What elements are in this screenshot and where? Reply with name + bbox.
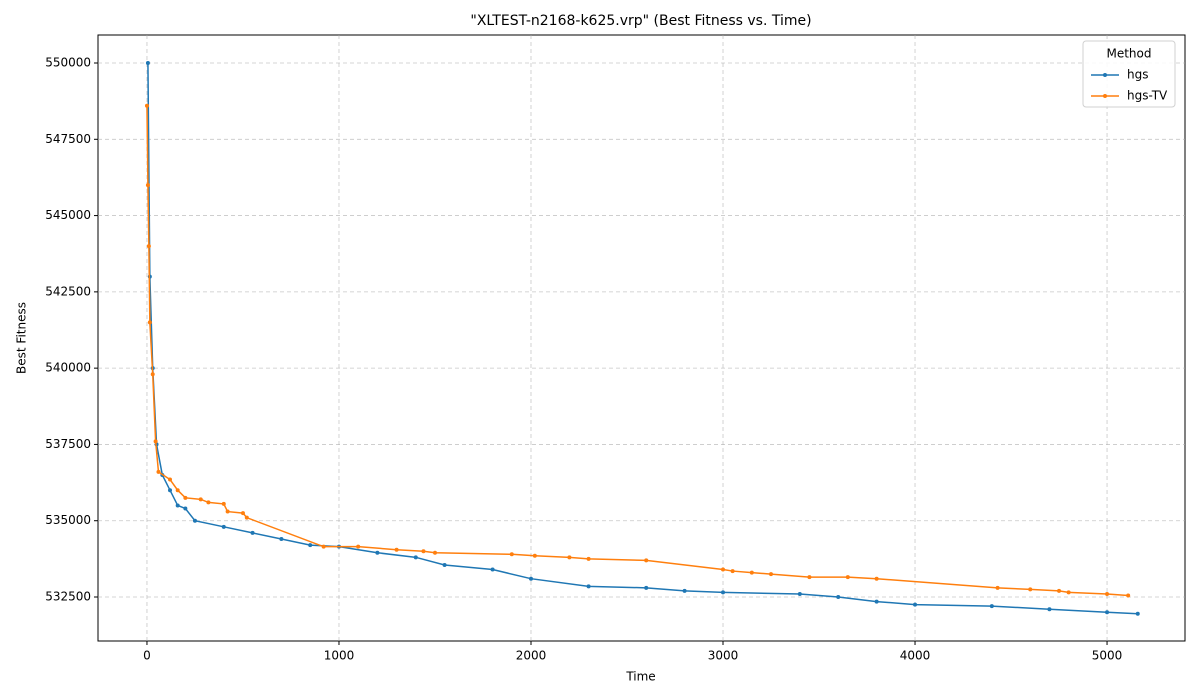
x-axis-label: Time <box>625 670 655 684</box>
legend-label: hgs <box>1127 68 1148 82</box>
point <box>644 558 649 563</box>
y-axis-label: Best Fitness <box>15 302 29 374</box>
series-line <box>147 63 1138 615</box>
point <box>183 495 188 500</box>
plot-frame <box>97 34 1186 642</box>
point <box>413 555 418 560</box>
point <box>321 544 326 549</box>
y-tick-label: 537500 <box>45 437 91 451</box>
point <box>1135 611 1140 616</box>
point <box>1126 593 1131 598</box>
point <box>721 590 726 595</box>
point <box>192 518 197 523</box>
x-tick-label: 2000 <box>516 649 547 663</box>
point <box>153 439 158 444</box>
y-tick-label: 545000 <box>45 208 91 222</box>
point <box>490 567 495 572</box>
point <box>175 503 180 508</box>
point <box>845 575 850 580</box>
point <box>586 584 591 589</box>
point <box>183 506 188 511</box>
point <box>730 569 735 574</box>
point <box>168 488 173 493</box>
point <box>175 488 180 493</box>
point <box>198 497 203 502</box>
point <box>308 543 313 548</box>
legend-title: Method <box>1106 47 1151 61</box>
point <box>421 549 426 554</box>
point <box>995 585 1000 590</box>
point <box>807 575 812 580</box>
point <box>1105 591 1110 596</box>
point <box>442 562 447 567</box>
point <box>797 591 802 596</box>
point <box>250 530 255 535</box>
x-tick-label: 4000 <box>900 649 931 663</box>
point <box>1047 607 1052 612</box>
point <box>146 244 151 249</box>
point <box>1066 590 1071 595</box>
point <box>913 602 918 607</box>
point <box>586 556 591 561</box>
point <box>221 501 226 506</box>
y-tick-label: 535000 <box>45 513 91 527</box>
point <box>279 537 284 542</box>
y-tick-label: 542500 <box>45 284 91 298</box>
point <box>721 567 726 572</box>
point <box>240 511 245 516</box>
y-tick-label: 540000 <box>45 361 91 375</box>
point <box>509 552 514 557</box>
point <box>567 555 572 560</box>
point <box>528 576 533 581</box>
point <box>532 553 537 558</box>
point <box>1105 610 1110 615</box>
series-line <box>146 105 1129 597</box>
point <box>206 500 211 505</box>
legend-swatch-marker <box>1103 94 1107 98</box>
point <box>356 544 361 549</box>
point <box>244 515 249 520</box>
x-tick-label: 1000 <box>324 649 355 663</box>
chart-title: "XLTEST-n2168-k625.vrp" (Best Fitness vs… <box>470 13 811 29</box>
point <box>375 550 380 555</box>
y-tick-label: 550000 <box>45 56 91 70</box>
point <box>150 372 155 377</box>
point <box>145 61 150 66</box>
point <box>147 320 152 325</box>
point <box>874 576 879 581</box>
point <box>145 183 150 188</box>
point <box>1028 587 1033 592</box>
point <box>225 509 230 514</box>
point <box>644 585 649 590</box>
point <box>394 547 399 552</box>
x-tick-label: 3000 <box>708 649 739 663</box>
point <box>1057 588 1062 593</box>
y-tick-label: 532500 <box>45 589 91 603</box>
y-tick-label: 547500 <box>45 132 91 146</box>
point <box>874 599 879 604</box>
point <box>156 469 161 474</box>
point <box>769 572 774 577</box>
point <box>168 477 173 482</box>
legend-box <box>1082 40 1176 108</box>
x-tick-label: 0 <box>143 649 151 663</box>
legend-label: hgs-TV <box>1127 89 1168 103</box>
point <box>749 570 754 575</box>
legend-swatch-marker <box>1103 73 1107 77</box>
x-tick-label: 5000 <box>1092 649 1123 663</box>
point <box>682 588 687 593</box>
point <box>432 550 437 555</box>
point <box>989 604 994 609</box>
point <box>836 594 841 599</box>
point <box>144 103 149 108</box>
point <box>221 524 226 529</box>
